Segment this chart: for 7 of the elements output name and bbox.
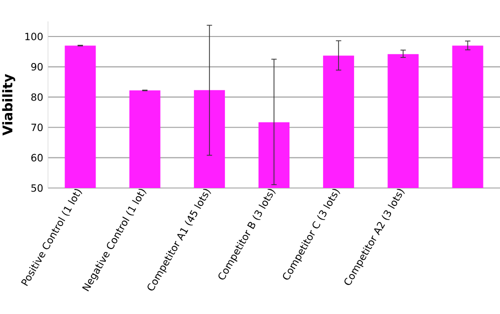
y-tick-label: 70: [31, 124, 43, 132]
y-tick-label: 50: [31, 184, 43, 192]
y-tick-label: 90: [31, 63, 43, 71]
y-axis-title: Viability: [2, 74, 16, 136]
y-tick-label: 60: [31, 154, 43, 162]
y-tick-label: 80: [31, 93, 43, 101]
y-tick-label: 100: [25, 32, 43, 40]
